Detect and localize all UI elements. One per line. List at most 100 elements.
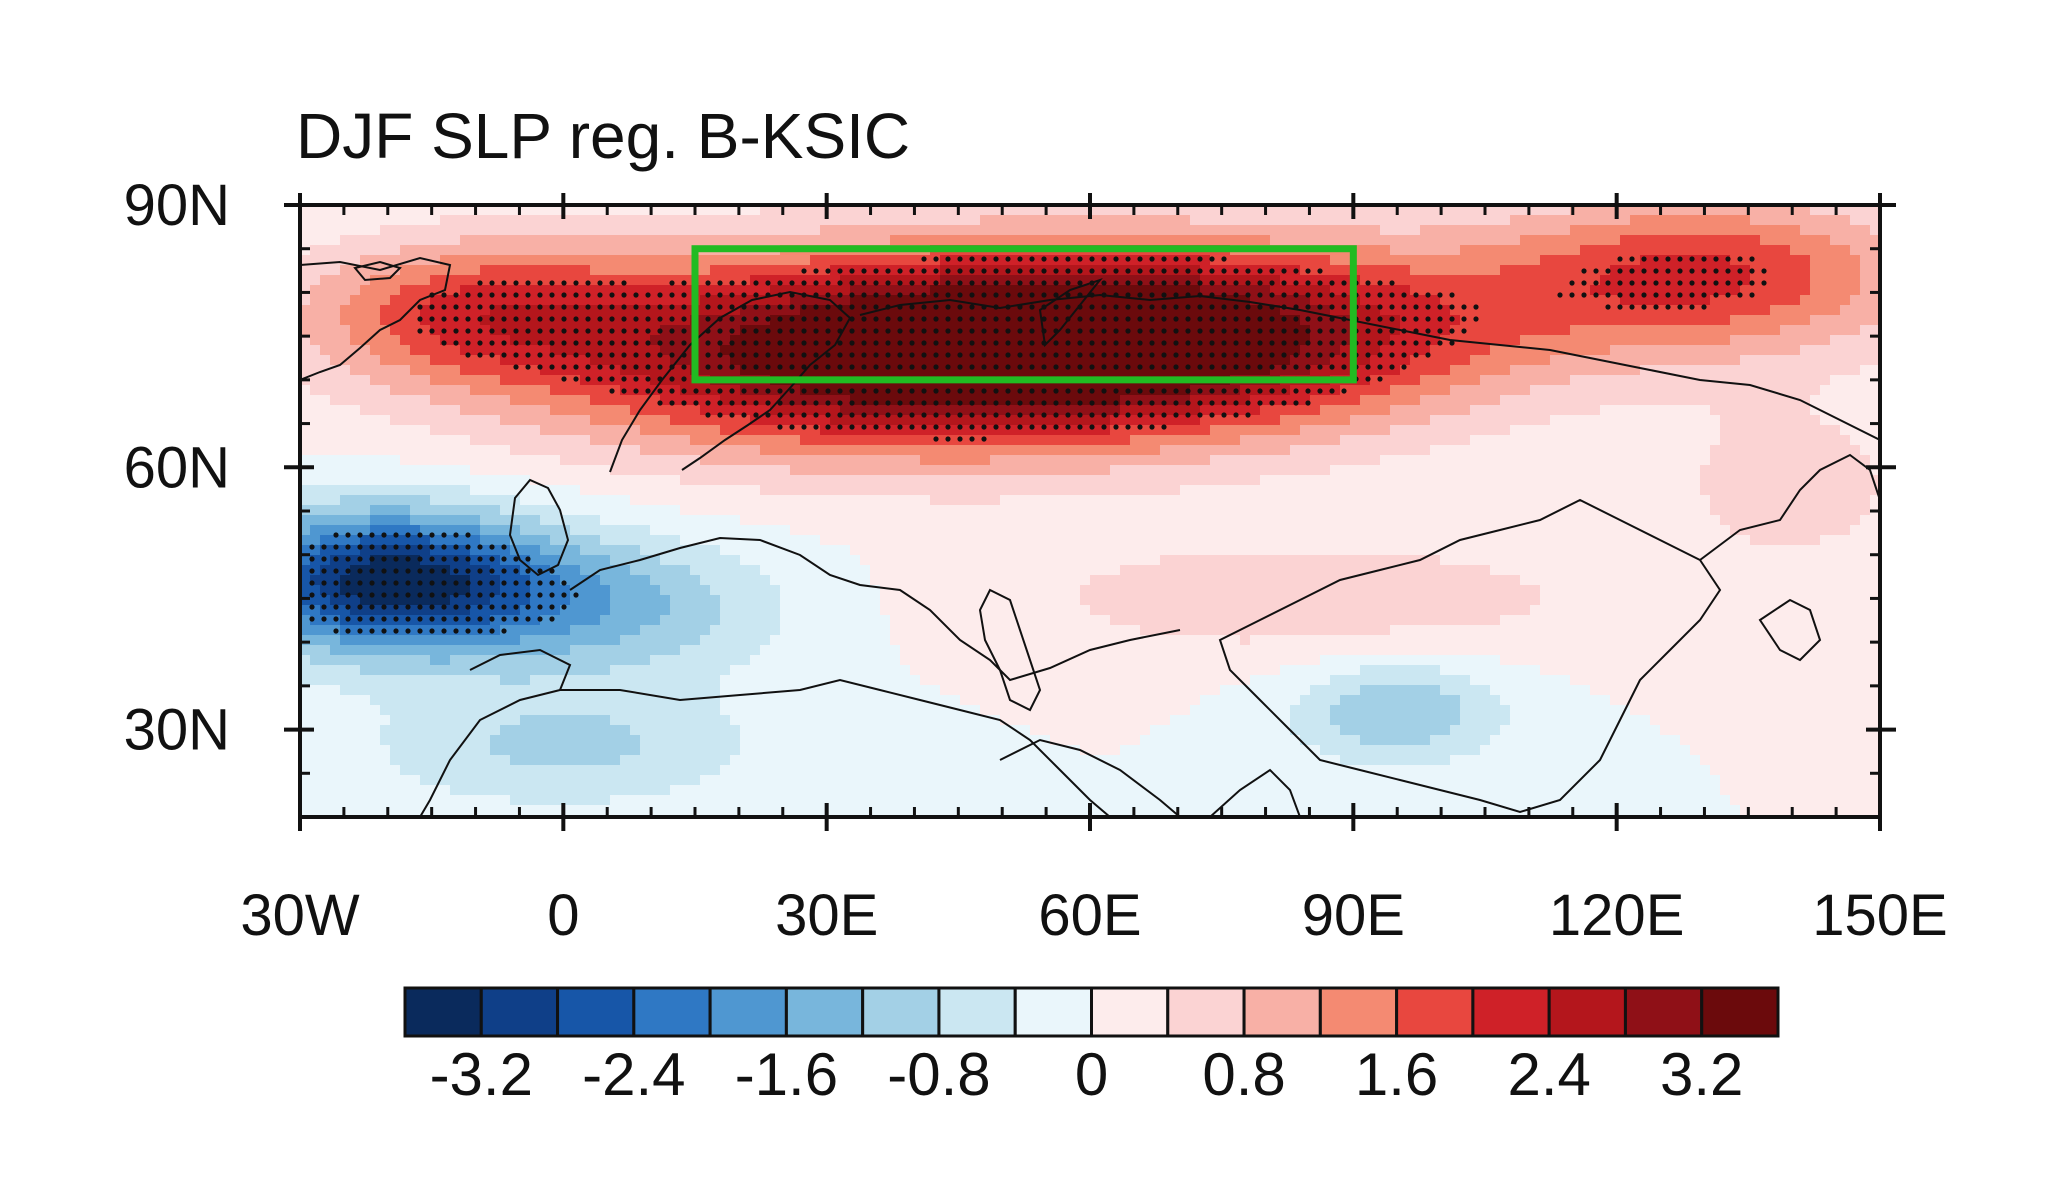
field-cell xyxy=(450,205,461,216)
field-cell xyxy=(720,475,731,486)
field-cell xyxy=(690,395,701,406)
field-cell xyxy=(410,275,421,286)
field-cell xyxy=(540,465,551,476)
field-cell xyxy=(1760,285,1771,296)
field-cell xyxy=(380,235,391,246)
field-cell xyxy=(820,255,831,266)
field-cell xyxy=(1200,475,1211,486)
field-cell xyxy=(900,205,911,216)
field-cell xyxy=(580,225,591,236)
field-cell xyxy=(380,275,391,286)
field-cell xyxy=(1010,335,1021,346)
field-cell xyxy=(650,345,661,356)
field-cell xyxy=(1800,265,1811,276)
field-cell xyxy=(870,465,881,476)
field-cell xyxy=(1190,515,1201,526)
field-cell xyxy=(1310,355,1321,366)
field-cell xyxy=(940,335,951,346)
field-cell xyxy=(500,405,511,416)
field-cell xyxy=(420,285,431,296)
field-cell xyxy=(1810,405,1821,416)
field-cell xyxy=(630,245,641,256)
field-cell xyxy=(1170,425,1181,436)
field-cell xyxy=(710,415,721,426)
field-cell xyxy=(1630,405,1641,416)
field-cell xyxy=(1800,355,1811,366)
field-cell xyxy=(980,235,991,246)
field-cell xyxy=(1800,335,1811,346)
field-cell xyxy=(1590,365,1601,376)
field-cell xyxy=(1400,395,1411,406)
field-cell xyxy=(990,465,1001,476)
field-cell xyxy=(620,495,631,506)
field-cell xyxy=(1620,415,1631,426)
field-cell xyxy=(570,275,581,286)
field-cell xyxy=(530,315,541,326)
field-cell xyxy=(380,255,391,266)
field-cell xyxy=(1290,475,1301,486)
field-cell xyxy=(340,335,351,346)
field-cell xyxy=(1030,205,1041,216)
field-cell xyxy=(500,285,511,296)
field-cell xyxy=(610,505,621,516)
field-cell xyxy=(990,505,1001,516)
field-cell xyxy=(1260,395,1271,406)
field-cell xyxy=(520,255,531,266)
field-cell xyxy=(680,305,691,316)
field-cell xyxy=(1080,405,1091,416)
field-cell xyxy=(680,275,691,286)
field-cell xyxy=(1350,475,1361,486)
field-cell xyxy=(1380,425,1391,436)
field-cell xyxy=(1000,305,1011,316)
field-cell xyxy=(1500,375,1511,386)
field-cell xyxy=(1420,495,1431,506)
field-cell xyxy=(490,355,501,366)
field-cell xyxy=(1850,425,1861,436)
field-cell xyxy=(500,345,511,356)
field-cell xyxy=(820,475,831,486)
field-cell xyxy=(1100,495,1111,506)
field-cell xyxy=(1310,255,1321,266)
field-cell xyxy=(350,465,361,476)
field-cell xyxy=(1120,255,1131,266)
field-cell xyxy=(1180,395,1191,406)
field-cell xyxy=(1260,495,1271,506)
field-cell xyxy=(700,215,711,226)
field-cell xyxy=(370,415,381,426)
field-cell xyxy=(870,335,881,346)
field-cell xyxy=(830,265,841,276)
field-cell xyxy=(730,445,741,456)
field-cell xyxy=(1770,215,1781,226)
field-cell xyxy=(1590,405,1601,416)
field-cell xyxy=(1590,335,1601,346)
field-cell xyxy=(1370,435,1381,446)
field-cell xyxy=(560,295,571,306)
field-cell xyxy=(1000,205,1011,216)
field-cell xyxy=(1520,295,1531,306)
field-cell xyxy=(930,455,941,466)
field-cell xyxy=(1420,475,1431,486)
field-cell xyxy=(910,265,921,276)
field-cell xyxy=(1140,255,1151,266)
field-cell xyxy=(1610,455,1621,466)
field-cell xyxy=(910,415,921,426)
field-cell xyxy=(510,425,521,436)
field-cell xyxy=(1860,445,1871,456)
field-cell xyxy=(670,295,681,306)
field-cell xyxy=(600,395,611,406)
field-cell xyxy=(1260,345,1271,356)
field-cell xyxy=(1760,495,1771,506)
field-cell xyxy=(560,365,571,376)
field-cell xyxy=(970,295,981,306)
field-cell xyxy=(580,335,591,346)
field-cell xyxy=(430,455,441,466)
field-cell xyxy=(1010,505,1021,516)
field-cell xyxy=(350,245,361,256)
field-cell xyxy=(310,215,321,226)
field-cell xyxy=(900,495,911,506)
field-cell xyxy=(1180,255,1191,266)
field-cell xyxy=(1020,345,1031,356)
field-cell xyxy=(1620,335,1631,346)
field-cell xyxy=(950,425,961,436)
field-cell xyxy=(470,245,481,256)
